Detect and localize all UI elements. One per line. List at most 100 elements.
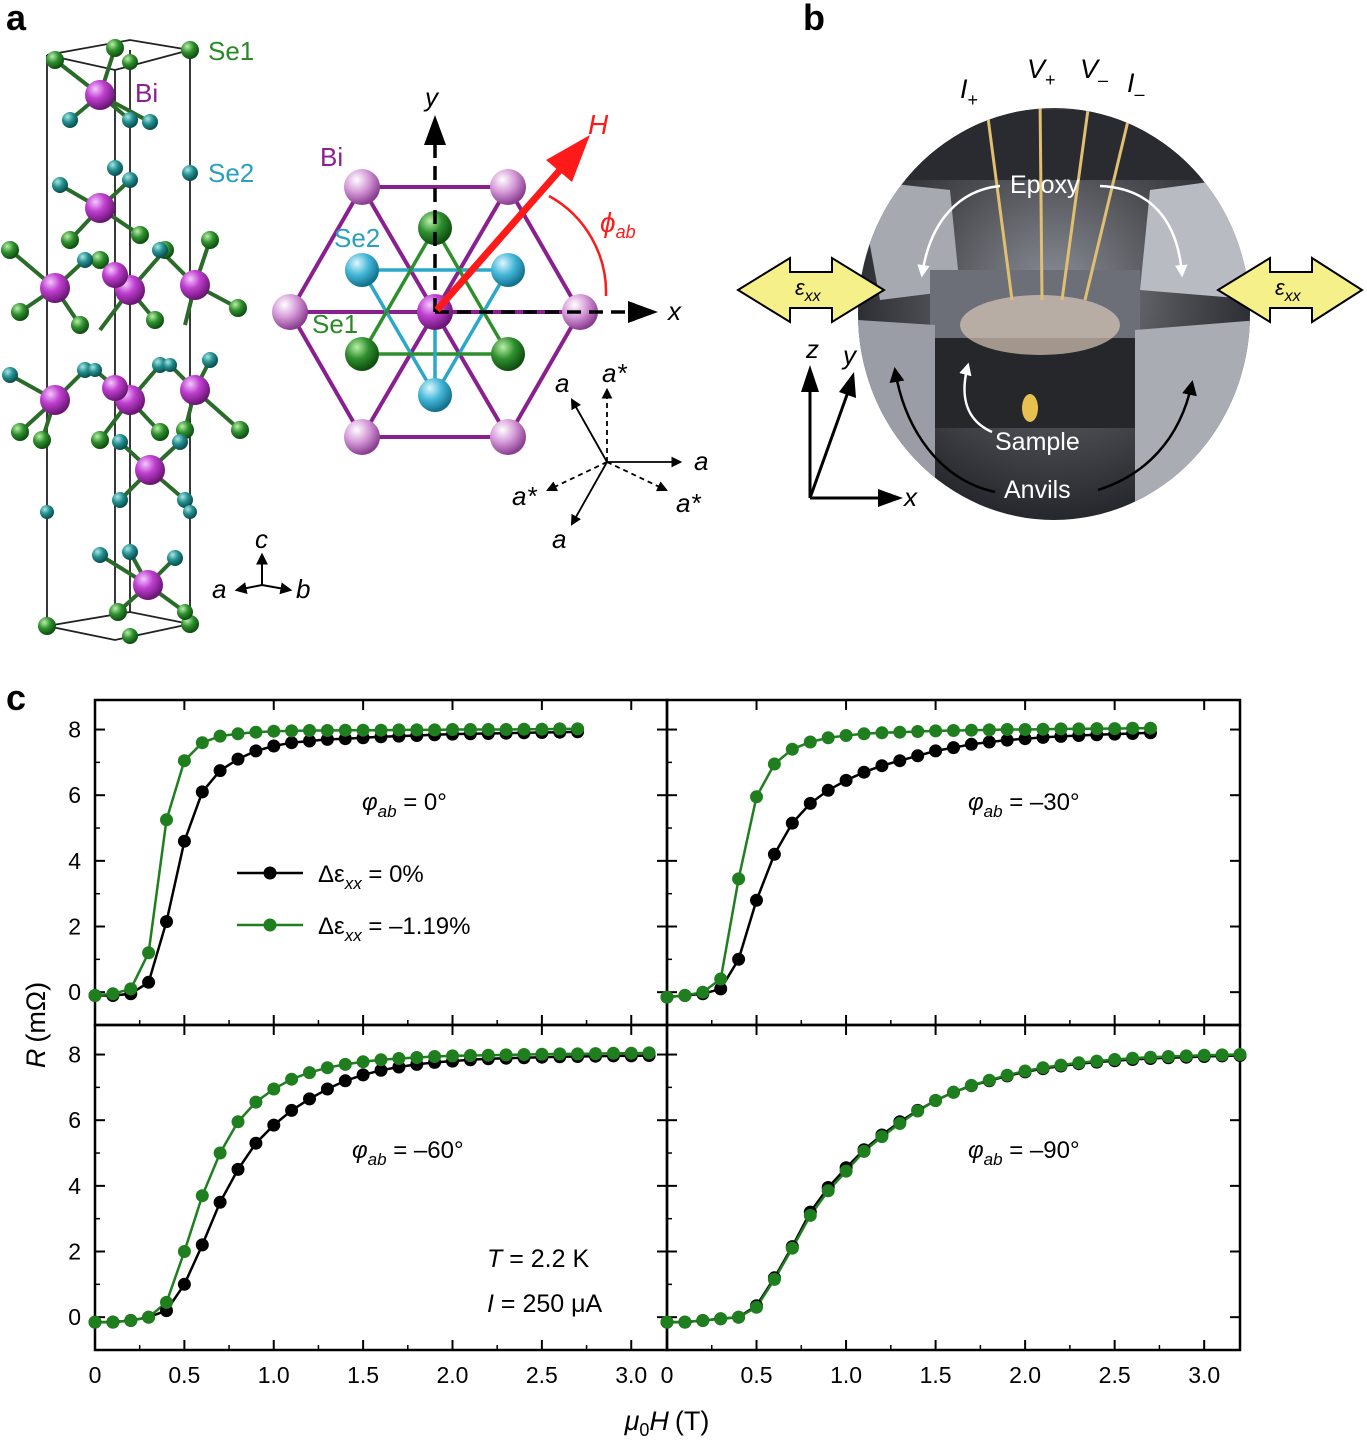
- atom-label-bi: Bi: [135, 78, 158, 108]
- y-tick-label: 8: [68, 1042, 81, 1068]
- epoxy-arrow-left: [917, 184, 1001, 278]
- data-point-strained: [821, 1184, 835, 1198]
- data-point-strained: [88, 989, 102, 1002]
- data-point-unstrained: [142, 975, 156, 989]
- data-point-strained: [947, 1085, 960, 1099]
- plane-axes: [424, 115, 658, 323]
- epoxy-arrow-right: [1099, 184, 1188, 278]
- data-point-unstrained: [857, 765, 871, 779]
- data-point-strained: [303, 724, 316, 737]
- data-point-unstrained: [177, 1277, 191, 1291]
- data-point-unstrained: [249, 1136, 263, 1150]
- data-point-unstrained: [231, 1162, 245, 1176]
- data-point-strained: [1054, 722, 1068, 736]
- data-point-strained: [947, 724, 960, 737]
- data-point-strained: [553, 722, 567, 736]
- data-point-unstrained: [374, 1063, 388, 1077]
- anvil-arrow-left: [889, 367, 996, 494]
- data-point-unstrained: [803, 796, 817, 810]
- series-line-unstrained-2: [95, 1054, 650, 1324]
- y-tick-label: 6: [68, 1107, 81, 1133]
- data-point-strained: [1090, 722, 1104, 736]
- y-tick-label: 0: [68, 979, 81, 1005]
- field-label: H: [588, 109, 609, 140]
- data-point-strained: [1018, 1064, 1032, 1078]
- x-axis-label: μ0H (T): [624, 1406, 710, 1440]
- data-point-unstrained: [249, 744, 263, 758]
- x-tick-label: 2.0: [437, 1362, 469, 1388]
- angle-annotation-30: φab = –30°: [968, 789, 1080, 821]
- data-point-strained: [177, 1245, 191, 1258]
- data-point-strained: [1144, 721, 1157, 735]
- data-point-strained: [356, 1055, 370, 1069]
- series-line-unstrained-1: [666, 731, 1151, 999]
- data-point-strained: [195, 736, 209, 750]
- data-point-unstrained: [213, 764, 227, 778]
- data-point-strained: [1072, 722, 1086, 736]
- data-point-strained: [338, 1057, 352, 1071]
- axis-label-a: a: [212, 574, 226, 604]
- data-point-strained: [911, 1104, 925, 1118]
- data-point-strained: [142, 946, 156, 960]
- data-point-unstrained: [767, 847, 781, 861]
- data-point-strained: [160, 813, 173, 827]
- data-point-strained: [857, 1144, 871, 1158]
- vector-a-upleft: a: [555, 368, 569, 398]
- x-tick-label: 1.0: [258, 1362, 290, 1388]
- data-point-strained: [124, 1314, 138, 1327]
- data-point-unstrained: [982, 735, 996, 749]
- data-point-strained: [553, 1047, 567, 1061]
- data-point-strained: [177, 754, 191, 768]
- data-point-strained: [893, 1117, 907, 1130]
- data-point-unstrained: [267, 1118, 281, 1132]
- data-point-strained: [213, 1146, 227, 1160]
- data-point-strained: [589, 1047, 602, 1061]
- data-point-unstrained: [285, 736, 299, 750]
- strain-label-left: εxx: [795, 275, 822, 305]
- lab-axis-x: x: [902, 482, 918, 512]
- data-point-strained: [714, 1312, 728, 1326]
- data-point-strained: [839, 729, 853, 742]
- x-tick-label: 3.0: [615, 1362, 647, 1388]
- x-tick-label: 0: [89, 1362, 102, 1388]
- data-point-unstrained: [320, 732, 334, 746]
- data-point-strained: [714, 972, 728, 986]
- data-point-strained: [929, 724, 943, 738]
- data-point-strained: [106, 987, 120, 1001]
- lab-axis-z-head: [801, 365, 819, 392]
- vector-a-downleft: a: [552, 524, 566, 554]
- data-point-unstrained: [338, 1074, 352, 1088]
- legend-marker-strained: [263, 918, 277, 932]
- lab-axis-z: z: [805, 334, 819, 364]
- legend: Δεxx = 0% Δεxx = –1.19%: [237, 861, 470, 945]
- strain-label-right: εxx: [1275, 275, 1302, 305]
- data-point-strained: [517, 722, 531, 736]
- data-point-strained: [160, 1295, 173, 1309]
- data-point-unstrained: [947, 741, 960, 755]
- data-point-strained: [929, 1094, 943, 1107]
- x-tick-label: 1.0: [830, 1362, 862, 1388]
- data-point-strained: [1036, 1061, 1050, 1075]
- current-annotation: I = 250 μA: [487, 1290, 603, 1318]
- x-tick-label: 3.0: [1188, 1362, 1220, 1388]
- data-point-strained: [571, 722, 585, 736]
- sample-arrow: [959, 362, 993, 434]
- lead-label-i-minus: I–: [1127, 68, 1145, 104]
- data-point-strained: [606, 1046, 620, 1060]
- data-point-strained: [964, 1078, 978, 1092]
- data-point-unstrained: [714, 982, 728, 996]
- data-point-unstrained: [320, 1082, 334, 1096]
- data-point-strained: [696, 985, 710, 999]
- data-point-strained: [678, 989, 692, 1002]
- anvils-label: Anvils: [1004, 476, 1071, 504]
- data-point-strained: [374, 723, 388, 737]
- data-point-unstrained: [875, 759, 889, 773]
- data-point-strained: [303, 1066, 316, 1080]
- data-point-strained: [660, 1315, 674, 1329]
- data-point-unstrained: [303, 734, 316, 748]
- sample-label: Sample: [995, 428, 1080, 456]
- legend-label-strained: Δεxx = –1.19%: [318, 913, 470, 945]
- data-point-strained: [142, 1310, 156, 1324]
- data-point-unstrained: [213, 1195, 227, 1209]
